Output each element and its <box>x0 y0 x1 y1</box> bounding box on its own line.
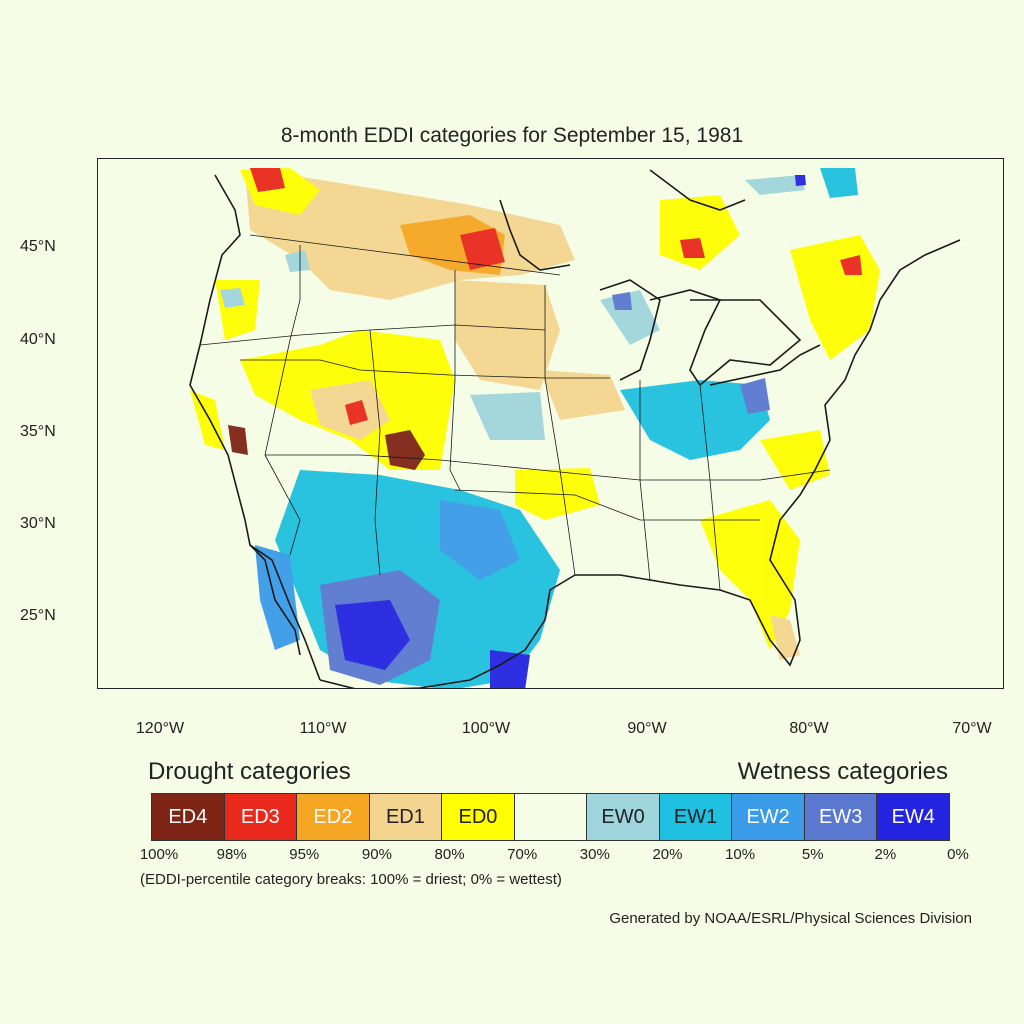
wetness-heading: Wetness categories <box>737 758 948 785</box>
legend-cell-ew0: EW0 <box>587 794 660 840</box>
lon-label-90: 90°W <box>627 720 667 737</box>
legend-cell-ed3: ED3 <box>224 794 298 840</box>
legend-cell-ed4: ED4 <box>152 794 225 840</box>
legend-cell-ew3: EW3 <box>804 794 878 840</box>
lat-label-40: 40°N <box>20 331 56 348</box>
drought-heading: Drought categories <box>148 758 351 785</box>
legend-cell-ew1: EW1 <box>659 794 733 840</box>
legend-cell-ed2: ED2 <box>297 794 370 840</box>
credit-text: Generated by NOAA/ESRL/Physical Sciences… <box>609 910 972 927</box>
legend-break-label: 95% <box>289 846 320 863</box>
lon-label-70: 70°W <box>952 720 992 737</box>
eddi-patches <box>190 168 880 688</box>
lat-label-30: 30°N <box>20 515 56 532</box>
legend-break-label: 98% <box>216 846 247 863</box>
legend-break-label: 90% <box>361 846 392 863</box>
state-borders <box>199 234 831 591</box>
legend-break-label: 20% <box>652 846 683 863</box>
coastlines <box>189 169 961 688</box>
legend-break-label: 100% <box>139 846 179 863</box>
lon-label-110: 110°W <box>299 720 347 737</box>
lon-label-80: 80°W <box>789 720 829 737</box>
lat-label-35: 35°N <box>20 423 56 440</box>
lat-label-45: 45°N <box>20 238 56 255</box>
legend-note: (EDDI-percentile category breaks: 100% =… <box>140 871 562 888</box>
legend-bar: ED4 ED3 ED2 ED1 ED0 EW0 EW1 EW2 EW3 EW4 <box>151 793 950 841</box>
legend-cell-ew4: EW4 <box>877 794 950 840</box>
legend-break-label: 2% <box>874 846 897 863</box>
lon-label-120: 120°W <box>135 720 185 737</box>
lon-label-100: 100°W <box>461 720 511 737</box>
legend-cell-ed0: ED0 <box>442 794 515 840</box>
legend-break-label: 30% <box>579 846 610 863</box>
legend-cell-ed1: ED1 <box>369 794 443 840</box>
legend-cell-neutral <box>514 794 588 840</box>
legend-break-label: 5% <box>801 846 824 863</box>
legend-break-label: 0% <box>947 846 969 863</box>
legend-break-label: 10% <box>725 846 756 863</box>
legend-cell-ew2: EW2 <box>732 794 805 840</box>
legend-break-label: 70% <box>507 846 538 863</box>
map-title: 8-month EDDI categories for September 15… <box>280 124 744 147</box>
legend-break-label: 80% <box>434 846 465 863</box>
lat-label-25: 25°N <box>20 607 56 624</box>
map-frame <box>97 158 1004 689</box>
